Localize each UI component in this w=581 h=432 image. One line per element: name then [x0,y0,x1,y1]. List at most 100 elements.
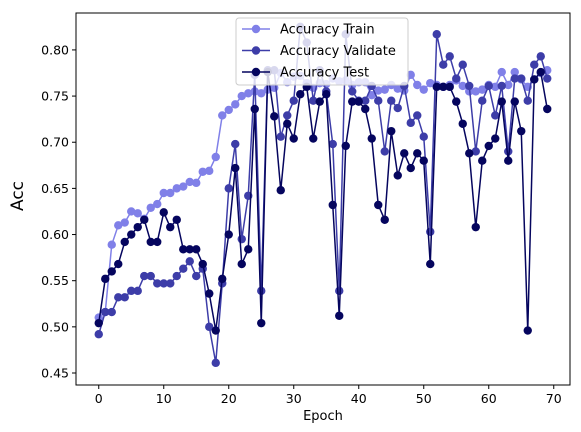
data-point [367,134,376,143]
data-point [393,103,402,113]
data-point [419,132,428,141]
legend-box [235,17,409,86]
data-point [127,230,136,239]
data-point [107,240,116,249]
legend-label: Accuracy Test [280,66,369,81]
data-point [530,60,539,69]
data-point [146,237,155,247]
data-point [523,326,532,335]
y-tick-label: 0.45 [41,366,69,381]
data-point [114,221,123,230]
data-point [374,86,383,95]
data-point [380,215,389,224]
legend: Accuracy Train Accuracy Validate Accuracy … [235,17,409,86]
data-point [328,139,337,149]
legend-marker [251,24,261,34]
data-point [289,96,298,105]
legend-entry: Accuracy Validate [242,44,396,59]
data-point [276,132,285,141]
data-point [478,96,487,105]
data-point [497,97,506,106]
data-point [471,147,480,156]
y-tick-label: 0.75 [41,89,69,104]
data-point [166,188,175,198]
data-point [543,74,552,83]
data-point [244,89,253,98]
series-accuracy-test [94,67,552,335]
data-point [198,167,207,176]
data-point [283,119,292,128]
data-point [133,286,142,296]
data-point [192,178,201,188]
data-point [159,208,168,217]
data-point [465,81,474,91]
data-point [237,259,246,269]
data-point [478,156,487,165]
data-point [426,259,435,269]
x-tick-label: 50 [416,391,432,406]
data-point [120,218,129,227]
data-point [159,279,168,288]
data-point [127,207,136,216]
x-axis: 0 10 20 30 40 50 60 70 [95,385,562,406]
data-point [380,85,389,94]
data-point [471,87,480,96]
data-point [543,104,552,114]
data-point [101,274,110,284]
data-point [341,141,350,151]
data-point [107,267,116,276]
data-point [504,147,513,156]
data-point [478,85,487,94]
data-point [211,152,220,162]
data-point [127,286,136,296]
data-point [257,89,266,98]
data-point [523,96,532,105]
data-point [335,286,344,296]
series-line [98,71,548,332]
data-point [504,156,513,165]
data-point [328,200,337,210]
data-point [380,147,389,156]
y-axis: 0.45 0.50 0.55 0.60 0.65 0.70 0.75 0.80 [41,42,76,381]
data-point [335,311,344,320]
data-point [224,184,233,193]
data-point [244,245,253,254]
data-point [536,52,545,61]
data-point [205,322,214,332]
data-point [439,82,448,92]
data-point [413,80,422,90]
y-tick-label: 0.80 [41,42,69,57]
data-point [218,274,227,284]
data-point [374,96,383,105]
data-point [497,81,506,91]
legend-marker [251,46,261,55]
data-point [361,104,370,114]
data-point [315,97,324,106]
data-point [536,67,545,77]
data-point [146,271,155,281]
data-point [517,74,526,83]
x-tick-label: 40 [351,391,367,406]
data-point [153,199,162,209]
data-point [400,149,409,158]
data-point [179,264,188,273]
data-point [452,97,461,106]
data-point [491,134,500,143]
data-point [133,222,142,232]
data-point [250,104,259,114]
data-point [101,307,110,317]
data-point [510,74,519,83]
data-point [211,326,220,335]
data-point [406,118,415,128]
data-point [309,134,318,143]
data-point [120,237,129,247]
data-point [406,70,415,80]
data-point [172,215,181,224]
y-tick-label: 0.65 [41,181,69,196]
data-point [510,97,519,106]
x-tick-label: 0 [95,391,103,406]
data-point [348,87,357,96]
data-point [445,82,454,92]
data-point [218,111,227,120]
data-point [205,289,214,298]
